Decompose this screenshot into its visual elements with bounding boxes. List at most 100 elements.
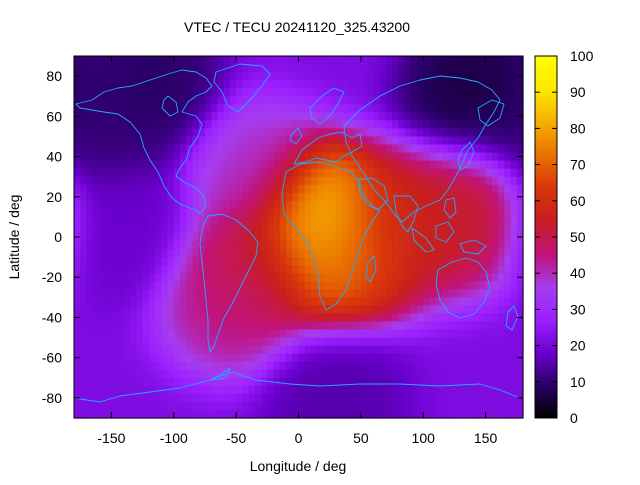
heatmap-cell (429, 152, 437, 162)
heatmap-cell (117, 401, 125, 411)
heatmap-cell (367, 136, 374, 146)
heatmap-cell (298, 112, 306, 121)
heatmap-cell (292, 64, 300, 73)
heatmap-cell (123, 369, 131, 379)
heatmap-cell (142, 128, 150, 138)
heatmap-cell (473, 208, 480, 218)
heatmap-cell (367, 88, 374, 97)
heatmap-cell (86, 377, 94, 387)
heatmap-cell (304, 353, 312, 363)
heatmap-cell (92, 88, 100, 97)
heatmap-cell (142, 409, 150, 419)
heatmap-cell (198, 160, 206, 170)
heatmap-cell (485, 361, 493, 371)
heatmap-cell (217, 120, 225, 129)
heatmap-cell (248, 321, 256, 331)
heatmap-cell (180, 353, 187, 363)
heatmap-cell (148, 297, 156, 306)
heatmap-cell (198, 313, 206, 323)
heatmap-cell (111, 289, 119, 298)
heatmap-cell (229, 281, 237, 290)
heatmap-cell (92, 353, 100, 363)
heatmap-cell (167, 232, 175, 242)
heatmap-cell (429, 369, 437, 379)
heatmap-cell (217, 152, 225, 162)
heatmap-cell (204, 265, 212, 274)
heatmap-cell (105, 152, 113, 162)
heatmap-cell (373, 160, 381, 170)
heatmap-cell (111, 329, 119, 339)
heatmap-cell (404, 200, 412, 210)
heatmap-cell (335, 160, 343, 170)
heatmap-cell (261, 345, 268, 355)
heatmap-cell (510, 200, 518, 210)
heatmap-cell (123, 112, 131, 121)
heatmap-cell (323, 297, 331, 306)
heatmap-cell (460, 321, 468, 331)
heatmap-cell (98, 281, 106, 290)
heatmap-cell (491, 192, 499, 202)
heatmap-cell (435, 224, 443, 234)
heatmap-cell (161, 56, 169, 65)
heatmap-cell (367, 249, 374, 258)
heatmap-cell (211, 249, 219, 258)
heatmap-cell (298, 136, 306, 146)
heatmap-cell (217, 377, 225, 387)
heatmap-cell (223, 337, 231, 347)
heatmap-cell (173, 249, 181, 258)
heatmap-cell (155, 289, 162, 298)
heatmap-cell (485, 168, 493, 178)
heatmap-cell (167, 385, 175, 395)
heatmap-cell (304, 88, 312, 97)
heatmap-cell (410, 168, 418, 178)
heatmap-cell (198, 345, 206, 355)
heatmap-cell (229, 128, 237, 138)
heatmap-cell (504, 216, 512, 226)
heatmap-cell (392, 96, 399, 105)
heatmap-cell (323, 160, 331, 170)
heatmap-cell (267, 265, 275, 274)
heatmap-cell (105, 305, 113, 315)
heatmap-cell (498, 369, 505, 379)
heatmap-cell (398, 160, 406, 170)
heatmap-cell (491, 313, 499, 323)
heatmap-cell (236, 353, 243, 363)
heatmap-cell (335, 337, 343, 347)
heatmap-cell (286, 281, 293, 290)
heatmap-cell (155, 160, 162, 170)
heatmap-cell (167, 120, 175, 129)
heatmap-cell (360, 56, 368, 65)
heatmap-cell (385, 273, 393, 282)
heatmap-cell (498, 361, 505, 371)
heatmap-cell (367, 257, 374, 266)
heatmap-cell (298, 176, 306, 186)
heatmap-cell (123, 128, 131, 138)
heatmap-cell (479, 96, 487, 105)
heatmap-cell (167, 249, 175, 258)
heatmap-cell (410, 361, 418, 371)
heatmap-cell (136, 200, 144, 210)
heatmap-cell (473, 305, 480, 315)
heatmap-cell (498, 192, 505, 202)
heatmap-cell (136, 401, 144, 411)
heatmap-cell (454, 353, 462, 363)
heatmap-cell (510, 152, 518, 162)
heatmap-cell (198, 184, 206, 194)
heatmap-cell (98, 329, 106, 339)
heatmap-cell (329, 305, 337, 315)
heatmap-cell (323, 112, 331, 121)
heatmap-cell (229, 353, 237, 363)
heatmap-cell (498, 112, 505, 121)
heatmap-cell (173, 64, 181, 73)
heatmap-cell (304, 257, 312, 266)
heatmap-cell (155, 265, 162, 274)
heatmap-cell (217, 393, 225, 403)
heatmap-cell (198, 393, 206, 403)
heatmap-cell (348, 369, 356, 379)
heatmap-cell (217, 64, 225, 73)
heatmap-cell (229, 56, 237, 65)
heatmap-cell (404, 273, 412, 282)
heatmap-cell (161, 241, 169, 250)
heatmap-cell (491, 88, 499, 97)
heatmap-cell (223, 168, 231, 178)
